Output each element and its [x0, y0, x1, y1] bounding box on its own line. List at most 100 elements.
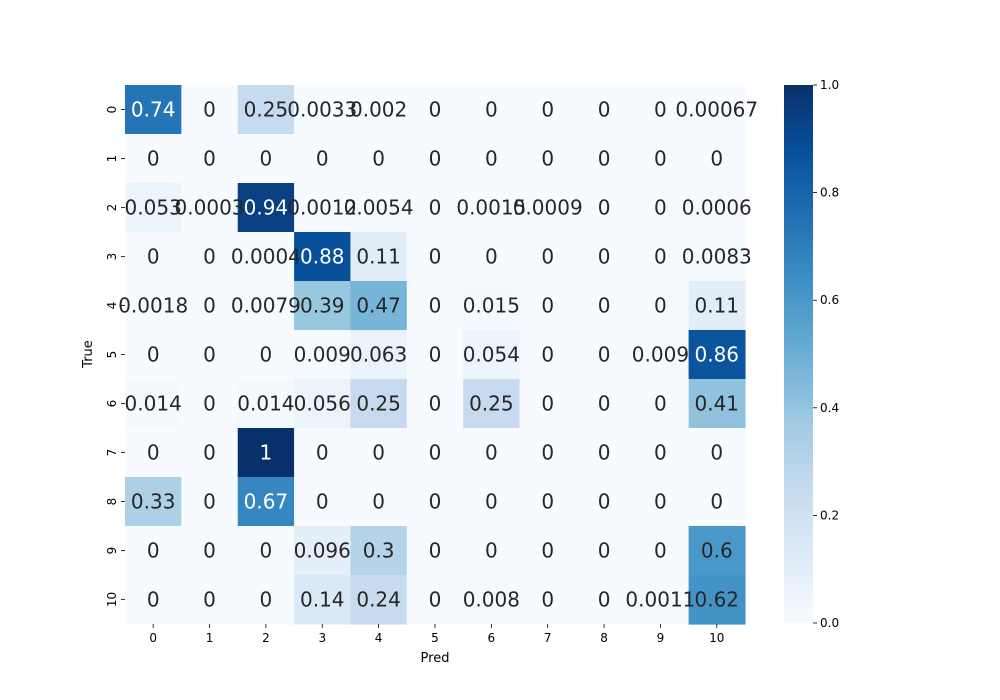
- heatmap-cell-label: 0: [598, 392, 611, 416]
- heatmap-cell-label: 0: [485, 490, 498, 514]
- heatmap-cell: [181, 477, 239, 527]
- heatmap-cell-label: 0.0009: [513, 196, 583, 220]
- heatmap-cell-label: 0: [598, 245, 611, 269]
- heatmap-cell: [350, 183, 408, 233]
- heatmap-cell-label: 0: [429, 588, 442, 612]
- y-tick-label: 10: [105, 592, 119, 607]
- x-tick-label: 4: [375, 631, 383, 645]
- heatmap-cell-label: 0: [429, 490, 442, 514]
- heatmap-cell-label: 0.25: [356, 392, 401, 416]
- heatmap-cell-label: 0: [654, 147, 667, 171]
- colorbar: [784, 85, 813, 623]
- heatmap-cell: [294, 183, 352, 233]
- heatmap-cell: [406, 526, 464, 576]
- heatmap-cell-label: 0: [541, 294, 554, 318]
- heatmap-cell: [350, 477, 408, 527]
- heatmap-cell: [181, 232, 239, 282]
- heatmap-cell: [350, 575, 408, 625]
- heatmap-cell: [406, 85, 464, 135]
- heatmap-cell-label: 0: [203, 343, 216, 367]
- heatmap-cell-label: 0.67: [244, 490, 289, 514]
- x-axis-ticks: 0 1 2 3 4 5 6 7 8 9 10: [149, 624, 724, 645]
- heatmap-cell-label: 0.94: [244, 196, 289, 220]
- x-tick-label: 7: [544, 631, 552, 645]
- heatmap-cell: [463, 330, 521, 380]
- heatmap-cell-label: 0: [203, 392, 216, 416]
- heatmap-cell: [294, 379, 352, 429]
- heatmap-cell: [406, 379, 464, 429]
- heatmap-cell: [181, 526, 239, 576]
- heatmap-cell-label: 0: [147, 245, 160, 269]
- heatmap-cell: [575, 232, 633, 282]
- heatmap-cell: [632, 575, 690, 625]
- x-tick-label: 10: [709, 631, 724, 645]
- heatmap-cell-label: 0.002: [350, 98, 407, 122]
- heatmap-cell: [632, 232, 690, 282]
- heatmap-cell-label: 0: [710, 490, 723, 514]
- heatmap-cell-label: 0: [541, 441, 554, 465]
- heatmap-cell: [237, 134, 295, 184]
- heatmap-cell: [237, 379, 295, 429]
- heatmap-cell-label: 0.25: [244, 98, 289, 122]
- heatmap-cell-label: 0: [372, 490, 385, 514]
- heatmap-cell: [519, 330, 577, 380]
- heatmap-cell: [688, 428, 746, 478]
- heatmap-cell-label: 0.008: [463, 588, 520, 612]
- heatmap-cell-label: 0: [654, 98, 667, 122]
- heatmap-cell-label: 0.056: [294, 392, 351, 416]
- heatmap-cell-label: 0: [260, 147, 273, 171]
- heatmap-cell: [688, 526, 746, 576]
- heatmap-cell: [519, 183, 577, 233]
- heatmap-cell-label: 0: [203, 245, 216, 269]
- heatmap-cell-label: 0: [485, 539, 498, 563]
- heatmap-cell: [463, 379, 521, 429]
- heatmap-cell-label: 0: [316, 490, 329, 514]
- heatmap-cell-label: 0: [429, 147, 442, 171]
- heatmap-cell-label: 1: [260, 441, 273, 465]
- heatmap-cell-label: 0: [429, 294, 442, 318]
- heatmap-cell-label: 0.14: [300, 588, 345, 612]
- heatmap-cell-label: 0: [598, 196, 611, 220]
- heatmap-cell: [294, 526, 352, 576]
- heatmap-cell: [181, 85, 239, 135]
- heatmap-cell: [575, 134, 633, 184]
- heatmap-cell-label: 0: [541, 147, 554, 171]
- heatmap-cell-label: 0.009: [294, 343, 351, 367]
- colorbar-tick-label: 0.0: [820, 616, 839, 630]
- heatmap-cell: [237, 428, 295, 478]
- heatmap-cell: [406, 330, 464, 380]
- heatmap-cell: [406, 428, 464, 478]
- heatmap-cell-label: 0: [260, 588, 273, 612]
- colorbar-tick-label: 0.8: [820, 186, 839, 200]
- y-tick-label: 2: [105, 204, 119, 212]
- heatmap-cell-label: 0: [541, 588, 554, 612]
- heatmap-cell: [632, 330, 690, 380]
- heatmap-cell-label: 0: [541, 539, 554, 563]
- y-tick-label: 7: [105, 449, 119, 457]
- heatmap-cell: [463, 134, 521, 184]
- heatmap-cell-label: 0: [203, 294, 216, 318]
- heatmap-cell-label: 0: [429, 98, 442, 122]
- heatmap-cell: [463, 428, 521, 478]
- heatmap-cell-label: 0: [485, 441, 498, 465]
- heatmap-cell: [237, 526, 295, 576]
- heatmap-cell: [575, 379, 633, 429]
- heatmap-cell-label: 0: [541, 343, 554, 367]
- heatmap-cell: [519, 379, 577, 429]
- heatmap-cell-label: 0: [654, 539, 667, 563]
- heatmap-cell: [350, 85, 408, 135]
- heatmap-cell: [463, 281, 521, 331]
- heatmap-cell-label: 0.0033: [287, 98, 357, 122]
- heatmap-cell-label: 0: [598, 343, 611, 367]
- heatmap-cell: [688, 330, 746, 380]
- heatmap-cell-label: 0: [316, 147, 329, 171]
- heatmap-cell-label: 0: [485, 245, 498, 269]
- heatmap-cell: [125, 134, 182, 184]
- heatmap-cell: [294, 330, 352, 380]
- heatmap-cell-label: 0.3: [363, 539, 395, 563]
- x-tick-label: 3: [318, 631, 326, 645]
- y-axis-ticks: 0 1 2 3 4 5 6 7 8 9 10: [105, 106, 125, 607]
- heatmap-cell-label: 0: [541, 392, 554, 416]
- heatmap-cell-label: 0.0079: [231, 294, 301, 318]
